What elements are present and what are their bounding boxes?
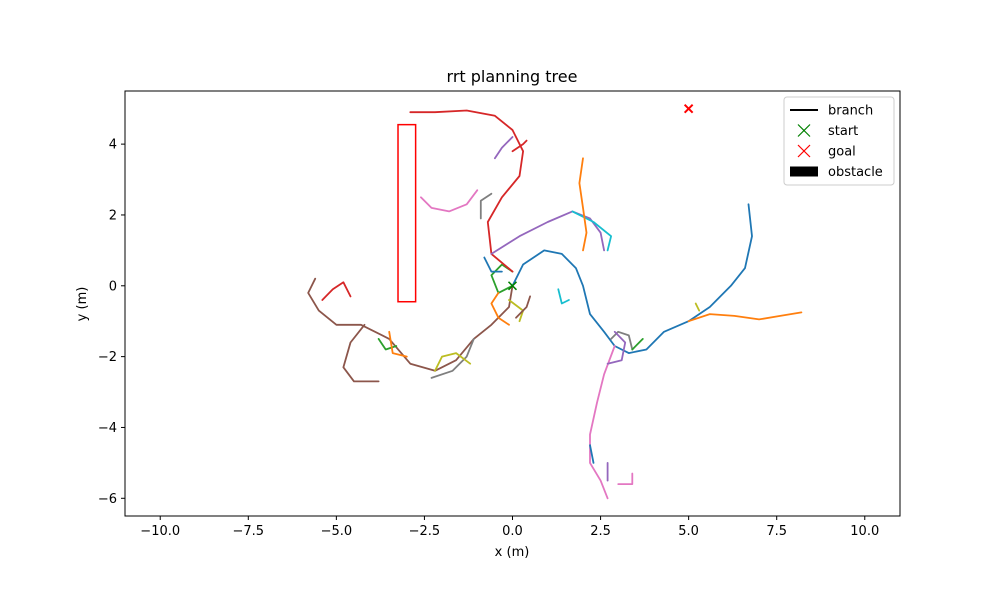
tree-branch [589,345,616,500]
chart-title: rrt planning tree [447,67,578,86]
y-axis-ticks: −6 −4 −2 0 2 4 [98,138,125,507]
tree-branch [694,302,701,312]
x-tick-label: 7.5 [766,524,787,539]
x-tick-label: −5.0 [321,524,353,539]
tree-branch [483,256,503,273]
y-tick-label: −2 [98,350,117,365]
tree-branch [490,263,514,294]
tree-branch [511,203,753,355]
tree-branch [617,472,634,486]
obstacles [397,123,417,303]
tree-branch [571,210,612,252]
y-tick-label: 4 [109,138,117,153]
x-tick-label: 5.0 [678,524,699,539]
y-tick-label: −4 [98,421,117,436]
tree-branch [606,330,627,365]
tree-branch [631,337,644,351]
tree-branch [610,330,634,351]
legend-item-goal: goal [797,144,856,160]
y-axis-label: y (m) [75,287,90,322]
branches [307,109,803,500]
legend-label: start [828,124,858,139]
tree-branch [321,281,352,301]
tree-branch [419,189,479,213]
legend-patch-swatch [790,166,818,177]
obstacle-rect [397,123,417,303]
y-tick-label: 2 [109,208,117,223]
tree-branch [493,136,514,160]
goal-marker [683,104,694,114]
tree-branch [434,352,472,372]
x-tick-label: 2.5 [590,524,611,539]
x-tick-label: −10.0 [140,524,180,539]
tree-branch [578,157,588,252]
x-axis-ticks: −10.0 −7.5 −5.0 −2.5 0.0 2.5 5.0 7.5 10.0 [140,516,879,539]
tree-branch [479,192,493,220]
tree-branch [687,311,803,323]
x-axis-label: x (m) [495,545,530,560]
legend-box [783,96,895,186]
tree-branch [409,109,524,273]
legend-label: goal [828,145,856,160]
y-tick-label: 0 [109,279,117,294]
legend-label: obstacle [828,165,883,180]
tree-branch [511,139,528,153]
tree-branch [388,330,408,358]
tree-branch [342,323,380,383]
x-tick-label: −7.5 [233,524,265,539]
tree-branch [307,277,514,372]
legend-x-swatch [797,144,811,158]
tree-branch [490,291,510,326]
start-marker [507,281,518,291]
x-tick-label: −2.5 [409,524,441,539]
legend-label: branch [828,104,873,119]
markers [507,104,694,291]
y-tick-label: −6 [98,492,117,507]
legend-item-branch: branch [790,104,873,119]
x-tick-label: 10.0 [850,524,879,539]
legend-item-start: start [797,124,858,139]
legend: branch start goal obstacle [783,96,895,186]
tree-branch [515,295,531,319]
legend-item-obstacle: obstacle [790,165,883,180]
tree-branch [557,288,570,305]
legend-x-swatch [797,124,811,137]
x-tick-label: 0.0 [502,524,523,539]
tree-branch [377,337,398,351]
tree-branch [589,444,595,464]
tree-branch [430,337,475,379]
